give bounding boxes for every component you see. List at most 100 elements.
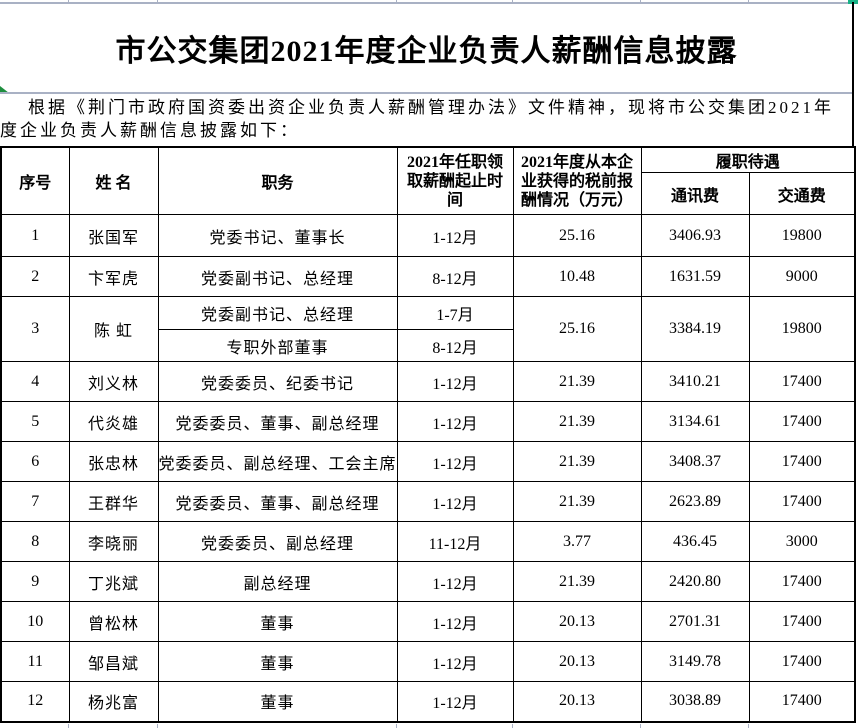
cell-period[interactable]: 1-12月 xyxy=(396,441,514,482)
cell-communication-fee[interactable]: 3384.19 xyxy=(640,296,750,362)
cell-serial[interactable]: 1 xyxy=(0,214,70,257)
header-transport-fee[interactable]: 交通费 xyxy=(748,172,856,215)
cell-communication-fee[interactable]: 2623.89 xyxy=(640,481,750,522)
cell-serial[interactable]: 4 xyxy=(0,361,70,402)
cell-name[interactable]: 杨兆富 xyxy=(68,681,159,722)
cell-position[interactable]: 党委委员、董事、副总经理 xyxy=(157,401,398,442)
cell-period[interactable]: 1-7月 xyxy=(396,296,514,330)
cell-communication-fee[interactable]: 3134.61 xyxy=(640,401,750,442)
header-benefits-group[interactable]: 履职待遇 xyxy=(640,146,856,173)
cell-pretax-pay[interactable]: 20.13 xyxy=(512,681,642,722)
cell-period[interactable]: 1-12月 xyxy=(396,601,514,642)
cell-position[interactable]: 董事 xyxy=(157,601,398,642)
cell-communication-fee[interactable]: 2701.31 xyxy=(640,601,750,642)
table-row: 5 代炎雄 党委委员、董事、副总经理 1-12月 21.39 3134.61 17400 xyxy=(0,401,856,442)
cell-serial[interactable]: 8 xyxy=(0,521,70,562)
cell-communication-fee[interactable]: 2420.80 xyxy=(640,561,750,602)
cell-period[interactable]: 11-12月 xyxy=(396,521,514,562)
cell-communication-fee[interactable]: 436.45 xyxy=(640,521,750,562)
table-row: 8 李晓丽 党委委员、副总经理 11-12月 3.77 436.45 3000 xyxy=(0,521,856,562)
header-serial[interactable]: 序号 xyxy=(0,146,70,215)
gridline-tick xyxy=(640,724,641,728)
cell-transport-fee[interactable]: 17400 xyxy=(748,401,856,442)
cell-name[interactable]: 陈 虹 xyxy=(68,296,159,362)
cell-pretax-pay[interactable]: 21.39 xyxy=(512,441,642,482)
cell-position[interactable]: 党委委员、副总经理、工会主席 xyxy=(157,441,398,482)
cell-communication-fee[interactable]: 3038.89 xyxy=(640,681,750,722)
cell-position[interactable]: 副总经理 xyxy=(157,561,398,602)
cell-name[interactable]: 李晓丽 xyxy=(68,521,159,562)
cell-transport-fee[interactable]: 17400 xyxy=(748,481,856,522)
cell-period[interactable]: 1-12月 xyxy=(396,561,514,602)
header-name[interactable]: 姓 名 xyxy=(68,146,159,215)
header-period[interactable]: 2021年任职领 取薪酬起止时 间 xyxy=(396,146,514,215)
cell-transport-fee[interactable]: 19800 xyxy=(748,214,856,257)
cell-serial[interactable]: 11 xyxy=(0,641,70,682)
cell-communication-fee[interactable]: 3406.93 xyxy=(640,214,750,257)
cell-transport-fee[interactable]: 17400 xyxy=(748,601,856,642)
cell-name[interactable]: 王群华 xyxy=(68,481,159,522)
cell-serial[interactable]: 9 xyxy=(0,561,70,602)
cell-transport-fee[interactable]: 3000 xyxy=(748,521,856,562)
cell-period[interactable]: 1-12月 xyxy=(396,641,514,682)
cell-position[interactable]: 党委副书记、总经理 xyxy=(157,256,398,297)
cell-transport-fee[interactable]: 17400 xyxy=(748,441,856,482)
header-communication-fee[interactable]: 通讯费 xyxy=(640,172,750,215)
cell-communication-fee[interactable]: 1631.59 xyxy=(640,256,750,297)
cell-communication-fee[interactable]: 3149.78 xyxy=(640,641,750,682)
cell-period[interactable]: 8-12月 xyxy=(396,329,514,362)
cell-name[interactable]: 邹昌斌 xyxy=(68,641,159,682)
gridline-tick xyxy=(748,724,749,728)
header-position[interactable]: 职务 xyxy=(157,146,398,215)
cell-position[interactable]: 党委委员、副总经理 xyxy=(157,521,398,562)
cell-position[interactable]: 党委委员、纪委书记 xyxy=(157,361,398,402)
cell-pretax-pay[interactable]: 25.16 xyxy=(512,296,642,362)
cell-transport-fee[interactable]: 19800 xyxy=(748,296,856,362)
cell-position[interactable]: 董事 xyxy=(157,641,398,682)
salary-table-header: 序号 姓 名 职务 2021年任职领 取薪酬起止时 间 2021年度从本企 业获… xyxy=(0,146,856,215)
cell-pretax-pay[interactable]: 21.39 xyxy=(512,481,642,522)
cell-transport-fee[interactable]: 9000 xyxy=(748,256,856,297)
cell-pretax-pay[interactable]: 10.48 xyxy=(512,256,642,297)
cell-transport-fee[interactable]: 17400 xyxy=(748,681,856,722)
cell-name[interactable]: 张国军 xyxy=(68,214,159,257)
cell-name[interactable]: 代炎雄 xyxy=(68,401,159,442)
cell-period[interactable]: 1-12月 xyxy=(396,214,514,257)
cell-serial[interactable]: 10 xyxy=(0,601,70,642)
cell-name[interactable]: 张忠林 xyxy=(68,441,159,482)
cell-serial[interactable]: 3 xyxy=(0,296,70,362)
cell-name[interactable]: 刘义林 xyxy=(68,361,159,402)
cell-pretax-pay[interactable]: 21.39 xyxy=(512,561,642,602)
cell-transport-fee[interactable]: 17400 xyxy=(748,641,856,682)
cell-pretax-pay[interactable]: 21.39 xyxy=(512,361,642,402)
cell-pretax-pay[interactable]: 25.16 xyxy=(512,214,642,257)
cell-communication-fee[interactable]: 3408.37 xyxy=(640,441,750,482)
cell-serial[interactable]: 7 xyxy=(0,481,70,522)
cell-serial[interactable]: 2 xyxy=(0,256,70,297)
cell-serial[interactable]: 12 xyxy=(0,681,70,722)
cell-period[interactable]: 1-12月 xyxy=(396,361,514,402)
cell-period[interactable]: 1-12月 xyxy=(396,681,514,722)
cell-pretax-pay[interactable]: 20.13 xyxy=(512,641,642,682)
cell-position[interactable]: 董事 xyxy=(157,681,398,722)
cell-serial[interactable]: 6 xyxy=(0,441,70,482)
cell-name[interactable]: 曾松林 xyxy=(68,601,159,642)
cell-transport-fee[interactable]: 17400 xyxy=(748,361,856,402)
cell-pretax-pay[interactable]: 3.77 xyxy=(512,521,642,562)
cell-pretax-pay[interactable]: 20.13 xyxy=(512,601,642,642)
cell-position[interactable]: 党委委员、董事、副总经理 xyxy=(157,481,398,522)
gridline-tick xyxy=(396,724,397,728)
cell-name[interactable]: 卞军虎 xyxy=(68,256,159,297)
cell-pretax-pay[interactable]: 21.39 xyxy=(512,401,642,442)
cell-period[interactable]: 1-12月 xyxy=(396,481,514,522)
header-pretax[interactable]: 2021年度从本企 业获得的税前报 酬情况（万元） xyxy=(512,146,642,215)
cell-position[interactable]: 党委副书记、总经理 xyxy=(157,296,398,330)
cell-communication-fee[interactable]: 3410.21 xyxy=(640,361,750,402)
cell-position[interactable]: 专职外部董事 xyxy=(157,329,398,362)
cell-name[interactable]: 丁兆斌 xyxy=(68,561,159,602)
cell-period[interactable]: 1-12月 xyxy=(396,401,514,442)
cell-position[interactable]: 党委书记、董事长 xyxy=(157,214,398,257)
cell-transport-fee[interactable]: 17400 xyxy=(748,561,856,602)
cell-period[interactable]: 8-12月 xyxy=(396,256,514,297)
cell-serial[interactable]: 5 xyxy=(0,401,70,442)
